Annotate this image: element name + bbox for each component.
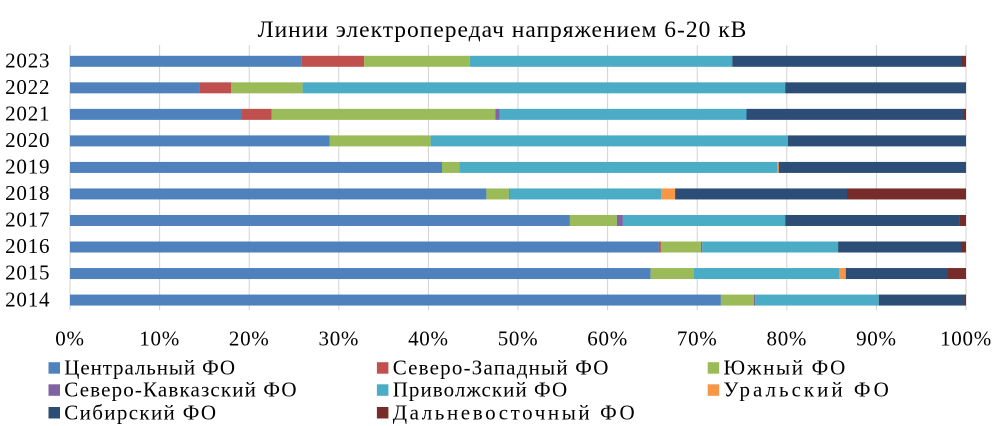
svg-text:Северо-Западный ФО: Северо-Западный ФО — [393, 356, 610, 380]
svg-text:2014: 2014 — [5, 287, 50, 311]
svg-text:70%: 70% — [677, 327, 718, 351]
svg-text:60%: 60% — [587, 327, 628, 351]
svg-text:Северо-Кавказский ФО: Северо-Кавказский ФО — [64, 378, 297, 402]
svg-text:2023: 2023 — [5, 49, 50, 73]
svg-text:20%: 20% — [229, 327, 270, 351]
svg-text:2022: 2022 — [5, 75, 50, 99]
svg-text:2017: 2017 — [5, 208, 50, 232]
svg-text:40%: 40% — [408, 327, 449, 351]
svg-text:2016: 2016 — [5, 234, 50, 258]
svg-text:0%: 0% — [55, 327, 84, 351]
svg-text:2020: 2020 — [5, 128, 50, 152]
svg-text:2018: 2018 — [5, 181, 50, 205]
svg-text:Приволжский ФО: Приволжский ФО — [393, 378, 568, 402]
svg-text:Сибирский ФО: Сибирский ФО — [64, 400, 217, 424]
svg-text:2021: 2021 — [5, 102, 50, 126]
svg-text:Линии электропередач напряжени: Линии электропередач напряжением 6-20 кВ — [258, 17, 748, 43]
svg-text:10%: 10% — [139, 327, 180, 351]
svg-text:Уральский ФО: Уральский ФО — [724, 378, 892, 402]
svg-text:Центральный ФО: Центральный ФО — [64, 356, 236, 380]
svg-text:2015: 2015 — [5, 261, 50, 285]
svg-text:50%: 50% — [498, 327, 539, 351]
svg-text:2019: 2019 — [5, 155, 50, 179]
svg-text:30%: 30% — [319, 327, 360, 351]
svg-text:100%: 100% — [940, 327, 992, 351]
svg-text:90%: 90% — [856, 327, 897, 351]
svg-text:Дальневосточный ФО: Дальневосточный ФО — [393, 400, 638, 424]
svg-text:80%: 80% — [767, 327, 808, 351]
svg-text:Южный ФО: Южный ФО — [724, 356, 847, 380]
